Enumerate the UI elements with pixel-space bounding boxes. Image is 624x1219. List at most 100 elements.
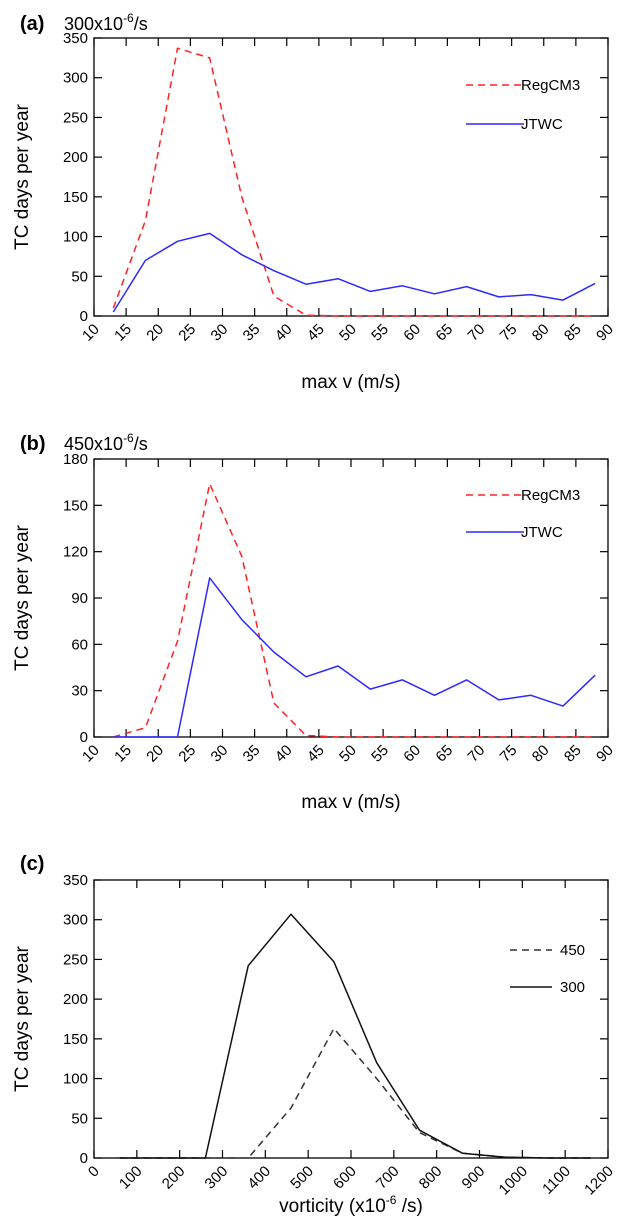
y-tick-label: 100: [63, 1071, 88, 1088]
y-tick-label: 300: [63, 70, 88, 87]
y-tick-label: 30: [71, 683, 88, 700]
panel-b-series: [113, 482, 596, 738]
series-line-300: [119, 913, 591, 1159]
panel-b-x-axis-title: max v (m/s): [301, 792, 400, 813]
x-tick-label: 55: [368, 742, 392, 766]
panel-a-y-axis-title: TC days per year: [12, 103, 33, 249]
x-tick-label: 65: [432, 321, 456, 345]
panel-b-y-axis-title: TC days per year: [12, 524, 33, 670]
panel-c-label: (c): [20, 853, 44, 875]
series-line-regcm3: [113, 482, 596, 738]
panel-b-subtitle-base: 450x10: [64, 434, 123, 454]
x-tick-label: 15: [111, 742, 135, 766]
legend-label-450: 450: [560, 942, 585, 959]
legend-label-regcm3: RegCM3: [521, 487, 580, 504]
panel-a-subtitle: 300x10-6/s: [64, 11, 148, 34]
panel-b-legend: RegCM3 JTWC: [466, 487, 580, 541]
panel-a-legend: RegCM3 JTWC: [466, 77, 580, 133]
y-tick-label: 300: [63, 912, 88, 929]
y-tick-label: 100: [63, 229, 88, 246]
x-tick-label: 50: [336, 742, 360, 766]
x-tick-label: 1200: [581, 1163, 617, 1199]
y-tick-label: 60: [71, 636, 88, 653]
x-tick-label: 45: [304, 742, 328, 766]
x-tick-label: 1100: [539, 1163, 574, 1198]
panel-c-x-tick-labels: 0 100 200 300 400 500 600 700 800 900 1000 1100 1200: [85, 1163, 617, 1199]
y-tick-label: 90: [71, 590, 88, 607]
x-tick-label: 25: [175, 742, 199, 766]
panel-b-subtitle-exp: -6: [123, 431, 134, 445]
panel-c: (c) 0 100 200 300 400 500 600 700 800 900 1000 1100…: [12, 853, 617, 1217]
y-tick-label: 50: [71, 1110, 88, 1127]
y-tick-label: 150: [63, 189, 88, 206]
panel-c-x-axis-title: vorticity (x10-6 /s): [279, 1193, 423, 1217]
panel-b-subtitle: 450x10-6/s: [64, 431, 148, 454]
y-tick-label: 0: [80, 308, 88, 325]
panel-c-x-title-exp: -6: [386, 1193, 397, 1207]
x-tick-label: 200: [159, 1163, 189, 1193]
x-tick-label: 35: [240, 742, 264, 766]
x-tick-label: 50: [336, 321, 360, 345]
legend-label-jtwc: JTWC: [521, 524, 563, 541]
legend-label-300: 300: [560, 979, 585, 996]
panel-c-x-title-base: vorticity (x10: [279, 1196, 386, 1217]
x-tick-label: 900: [459, 1163, 489, 1193]
x-tick-label: 80: [529, 321, 553, 345]
y-tick-label: 250: [63, 951, 88, 968]
panel-c-series: [119, 913, 591, 1159]
x-tick-label: 100: [116, 1163, 146, 1193]
x-tick-label: 20: [143, 321, 167, 345]
x-tick-label: 15: [111, 321, 135, 345]
legend-label-regcm3: RegCM3: [521, 77, 580, 94]
x-tick-label: 20: [143, 742, 167, 766]
x-tick-label: 40: [272, 321, 296, 345]
panel-c-y-axis-title: TC days per year: [12, 945, 33, 1091]
x-tick-label: 85: [561, 321, 585, 345]
x-tick-label: 30: [208, 321, 232, 345]
y-tick-label: 180: [63, 451, 88, 468]
x-tick-label: 65: [432, 742, 456, 766]
x-tick-label: 1000: [496, 1163, 532, 1199]
x-tick-label: 25: [175, 321, 199, 345]
y-tick-label: 200: [63, 149, 88, 166]
x-tick-label: 60: [400, 742, 424, 766]
panel-c-ticks: [93, 879, 609, 1159]
panel-a-ticks: [93, 37, 609, 317]
panel-a-y-tick-labels: 0 50 100 150 200 250 300 350: [63, 30, 88, 325]
y-tick-label: 350: [63, 30, 88, 47]
panel-a-x-axis-title: max v (m/s): [301, 372, 400, 393]
y-tick-label: 0: [80, 1150, 88, 1167]
panel-c-frame: [93, 879, 609, 1159]
series-line-regcm3: [112, 47, 596, 317]
x-tick-label: 60: [400, 321, 424, 345]
y-tick-label: 150: [63, 497, 88, 514]
x-tick-label: 30: [208, 742, 232, 766]
x-tick-label: 80: [529, 742, 553, 766]
panel-a-series: [112, 47, 596, 317]
y-tick-label: 0: [80, 729, 88, 746]
panel-b-subtitle-unit: /s: [134, 434, 148, 454]
panel-b-ticks: [93, 458, 609, 738]
panel-a-subtitle-unit: /s: [134, 14, 148, 34]
panel-c-legend: 450 300: [510, 942, 585, 996]
panel-a: (a) 300x10-6/s 10 15 20 25 30 35 40 45 50 55 60 65 7…: [12, 11, 617, 393]
panel-a-subtitle-base: 300x10: [64, 14, 123, 34]
legend-label-jtwc: JTWC: [521, 116, 563, 133]
x-tick-label: 70: [465, 321, 489, 345]
series-line-450: [119, 1027, 591, 1159]
x-tick-label: 45: [304, 321, 328, 345]
y-tick-label: 200: [63, 991, 88, 1008]
x-tick-label: 75: [497, 742, 521, 766]
x-tick-label: 90: [593, 321, 617, 345]
series-line-jtwc: [113, 577, 596, 738]
y-tick-label: 250: [63, 109, 88, 126]
x-tick-label: 500: [287, 1163, 317, 1193]
x-tick-label: 75: [497, 321, 521, 345]
panel-a-label: (a): [20, 13, 44, 35]
panel-b-y-tick-labels: 0 30 60 90 120 150 180: [63, 451, 88, 746]
x-tick-label: 400: [244, 1163, 274, 1193]
x-tick-label: 300: [202, 1163, 232, 1193]
y-tick-label: 150: [63, 1031, 88, 1048]
x-tick-label: 70: [465, 742, 489, 766]
